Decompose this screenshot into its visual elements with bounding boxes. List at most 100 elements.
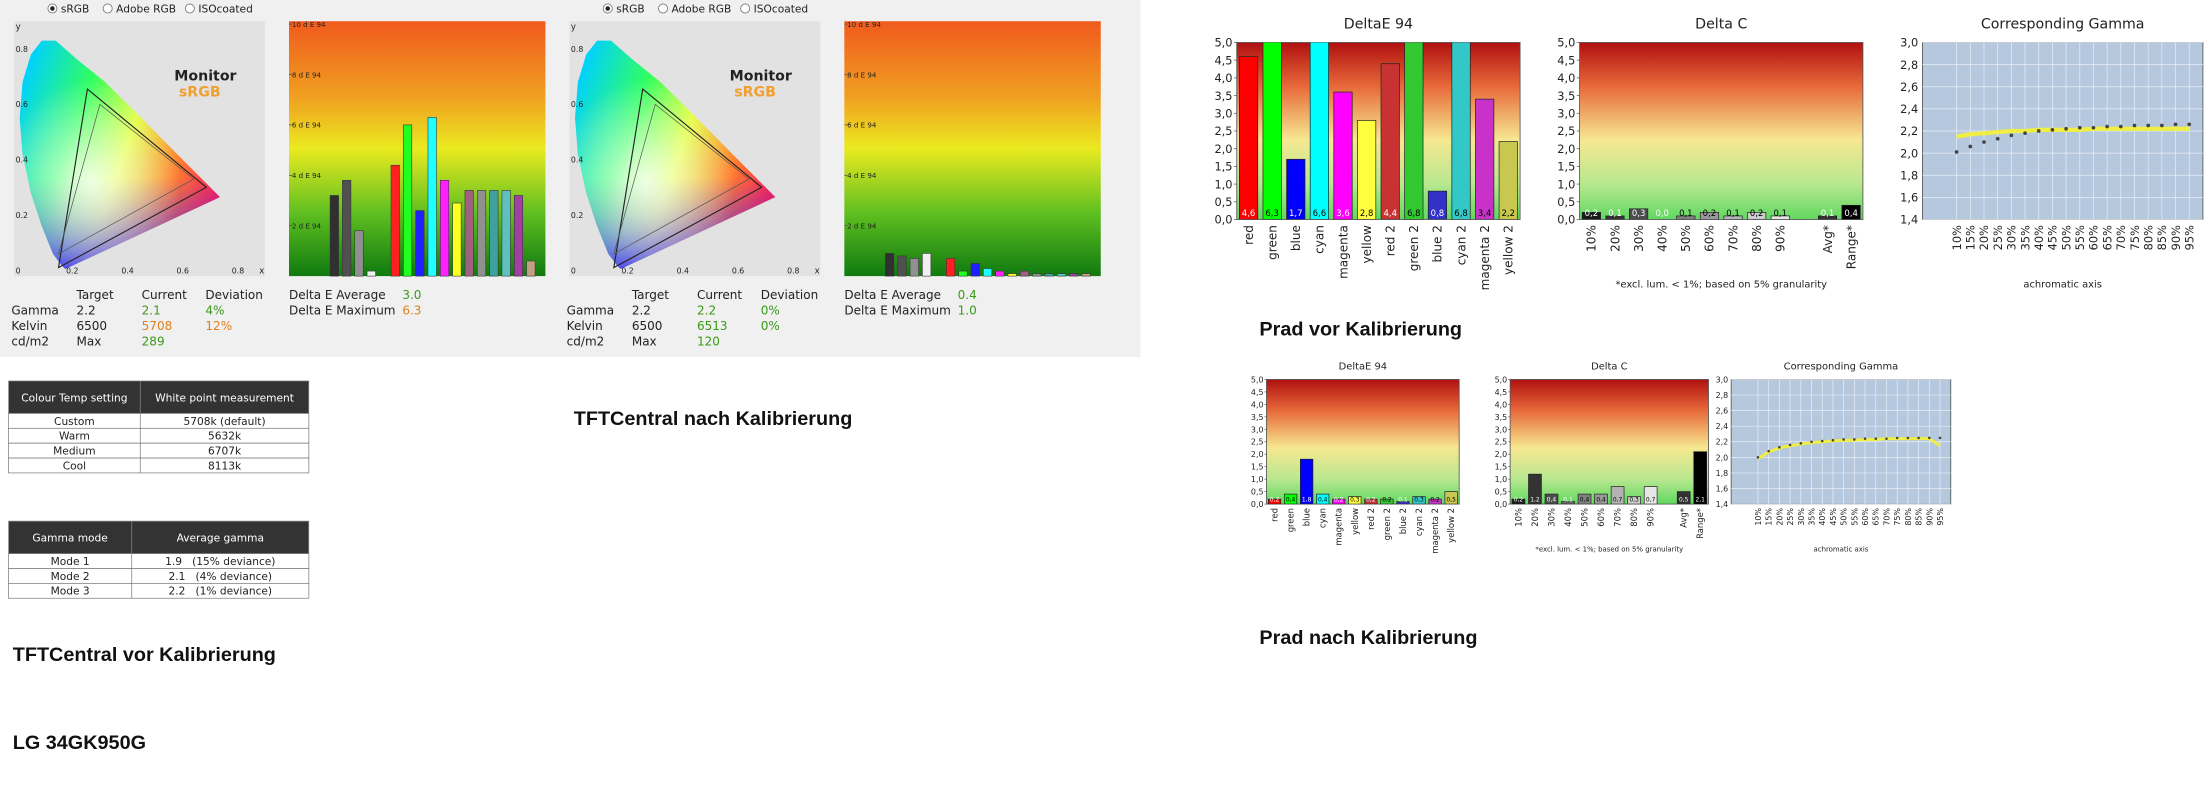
data-point [2091, 125, 2096, 130]
table-header-cell: Average gamma [177, 532, 264, 545]
x-tick-label: green 2 [1407, 225, 1421, 271]
value-label: 0,5 [1446, 497, 1456, 504]
x-tick-label: 25% [1786, 508, 1795, 526]
y-tick-label: 4,5 [1214, 53, 1232, 67]
bar [1300, 458, 1314, 505]
bar [1283, 493, 1298, 505]
value-label: 1,8 [1302, 497, 1312, 504]
y-tick-label: 5,0 [1214, 36, 1232, 50]
x-tick-label: Range* [1844, 225, 1858, 269]
prad-chart: Corresponding Gamma 1,4 1,6 1,8 2,0 2,2 2,4 2,6… [1900, 16, 2204, 290]
bar [1841, 204, 1861, 220]
y-tick-label: 3,5 [1557, 89, 1575, 103]
bar [885, 253, 895, 277]
y-tick-label: 1,8 [1716, 469, 1729, 478]
y-tick-label: 1,8 [1900, 168, 1918, 182]
stats-cell: 6500 [632, 319, 663, 333]
y-tick-label: 0.2 [16, 211, 28, 220]
x-tick-label: 0.2 [621, 266, 633, 275]
radio-button [658, 3, 668, 14]
y-tick-label: 2 d E 94 [292, 222, 322, 231]
value-label: 0,2 [1750, 209, 1764, 219]
heading: Prad nach Kalibrierung [1259, 627, 1477, 649]
y-tick-label: 3,0 [1900, 36, 1918, 50]
y-tick-label: 10 d E 94 [292, 20, 326, 29]
bar [1627, 496, 1641, 505]
value-label: 0,4 [1596, 497, 1606, 504]
stats-header: Deviation [761, 288, 818, 302]
data-point [1778, 445, 1781, 449]
bar [1428, 498, 1442, 505]
bar [1610, 486, 1625, 505]
bar [970, 263, 980, 277]
stats-cell: 0% [761, 303, 780, 317]
value-label: 0,1 [1774, 209, 1788, 219]
bar [1451, 42, 1471, 220]
bar [1676, 491, 1691, 505]
bar [1528, 473, 1542, 505]
bar [354, 230, 364, 277]
bar [1427, 190, 1448, 220]
bar [1594, 493, 1608, 505]
x-tick-label: 35% [2018, 225, 2032, 250]
x-tick-label: 30% [1797, 508, 1806, 526]
gamut-subtitle: sRGB [179, 84, 221, 100]
y-tick-label: 1,6 [1716, 484, 1729, 493]
x-tick-label: 0.8 [232, 266, 244, 275]
x-tick-label: 10% [1585, 225, 1599, 252]
x-tick-label: yellow 2 [1446, 508, 1456, 543]
stats-cell: 4% [205, 303, 224, 317]
x-axis-label: achromatic axis [2023, 279, 2102, 290]
y-tick-label: 2,0 [1557, 142, 1575, 156]
y-tick-label: 0.2 [571, 211, 583, 220]
y-tick-label: 3,0 [1716, 375, 1729, 384]
radio-label: Adobe RGB [672, 3, 732, 16]
bar [452, 202, 462, 277]
bar [1056, 273, 1067, 277]
x-tick-label: Range* [1695, 508, 1705, 539]
radio-dot [605, 6, 611, 11]
bar [1747, 212, 1767, 220]
bar [390, 164, 400, 277]
bar [1032, 273, 1042, 277]
stats-cell: Max [77, 334, 102, 348]
stats-cell: 289 [142, 334, 165, 348]
summary-label: Delta E Maximum [844, 303, 951, 317]
x-tick-label: 0.6 [732, 266, 744, 275]
bar [415, 210, 425, 277]
stats-cell: 12% [205, 319, 232, 333]
prad-chart: Delta C 0,0 0,5 1,0 1,5 2,0 2,5 3,0 3,5 4,0 4,5 5,0… [1495, 362, 1709, 554]
x-tick-label: 45% [1829, 508, 1838, 526]
x-tick-label: 30% [1546, 508, 1556, 527]
bar [489, 190, 499, 277]
x-tick-label: 40% [1563, 508, 1573, 527]
bar [1643, 486, 1658, 505]
chart-title: DeltaE 94 [1339, 362, 1387, 373]
x-tick-label: 20% [1530, 508, 1540, 527]
y-tick-label: 8 d E 94 [847, 70, 877, 79]
value-label: 0,2 [1430, 497, 1440, 504]
value-label: 2,1 [1696, 497, 1706, 504]
table-cell: 8113k [208, 459, 242, 472]
table-row [8, 457, 310, 474]
data-point [1906, 436, 1910, 440]
x-tick-label: 90% [2169, 225, 2183, 250]
chart-note: *excl. lum. < 1%; based on 5% granularit… [1535, 546, 1683, 554]
x-tick-label: magenta [1336, 225, 1350, 279]
y-tick-label: 4,0 [1495, 400, 1508, 409]
chart-title: Corresponding Gamma [1784, 362, 1899, 373]
value-label: 0,2 [1514, 497, 1524, 504]
y-tick-label: 2,5 [1251, 438, 1264, 447]
x-tick-label: 40% [1655, 225, 1669, 252]
data-point [2187, 122, 2192, 127]
y-tick-label: 2,0 [1214, 142, 1232, 156]
y-tick-label: 3,5 [1214, 89, 1232, 103]
bar [1629, 208, 1649, 220]
x-tick-label: 45% [2046, 225, 2060, 250]
x-tick-label: blue 2 [1398, 508, 1408, 534]
value-label: 0,0 [1655, 209, 1669, 219]
x-tick-label: cyan 2 [1414, 508, 1424, 536]
plot-area [1236, 42, 1521, 220]
bar [342, 180, 352, 277]
value-label: 0,7 [1613, 497, 1623, 504]
